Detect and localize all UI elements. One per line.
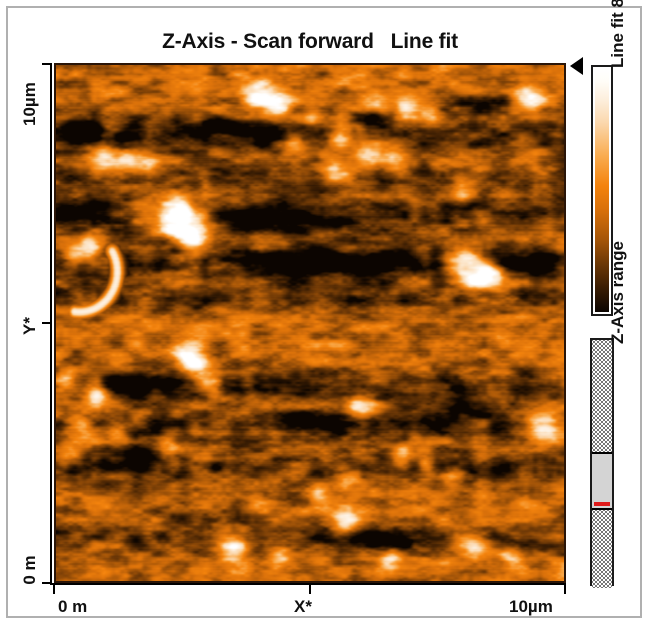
y-axis-tick-mid bbox=[42, 322, 51, 324]
z-axis-range-trough-upper[interactable] bbox=[592, 340, 612, 454]
colorbar-gradient bbox=[595, 69, 609, 312]
colorbar-label: Line fit 84.3nm bbox=[608, 0, 627, 68]
x-axis-tick-mid bbox=[309, 585, 311, 594]
y-axis-min-label: 0 m bbox=[20, 555, 39, 585]
scan-position-marker-icon bbox=[570, 57, 583, 75]
colorbar[interactable] bbox=[591, 65, 613, 316]
x-axis-tick-max bbox=[564, 585, 566, 594]
y-axis-max-label: 10µm bbox=[20, 82, 39, 126]
z-axis-range-thumb[interactable] bbox=[592, 454, 612, 510]
y-axis-tick-max bbox=[42, 63, 51, 65]
x-axis-tick-min bbox=[53, 585, 55, 594]
z-axis-range-slider[interactable] bbox=[590, 338, 614, 588]
y-axis-label: Y* bbox=[20, 317, 39, 335]
x-axis-min-label: 0 m bbox=[58, 597, 88, 616]
x-axis-line bbox=[50, 583, 566, 585]
afm-scan-panel: Z-Axis - Scan forward Line fit 10µm Y* 0… bbox=[6, 0, 642, 618]
z-axis-range-trough-lower[interactable] bbox=[592, 510, 612, 588]
z-axis-range-label: Z-Axis range bbox=[608, 241, 627, 344]
afm-scan-canvas[interactable] bbox=[56, 65, 564, 581]
y-axis-line bbox=[50, 63, 52, 583]
page-title: Z-Axis - Scan forward Line fit bbox=[162, 30, 458, 53]
y-axis-tick-min bbox=[42, 582, 51, 584]
z-axis-range-marker-line bbox=[594, 502, 610, 506]
afm-scan-image[interactable] bbox=[54, 63, 566, 583]
x-axis-max-label: 10µm bbox=[509, 597, 553, 616]
x-axis-label: X* bbox=[294, 597, 312, 616]
